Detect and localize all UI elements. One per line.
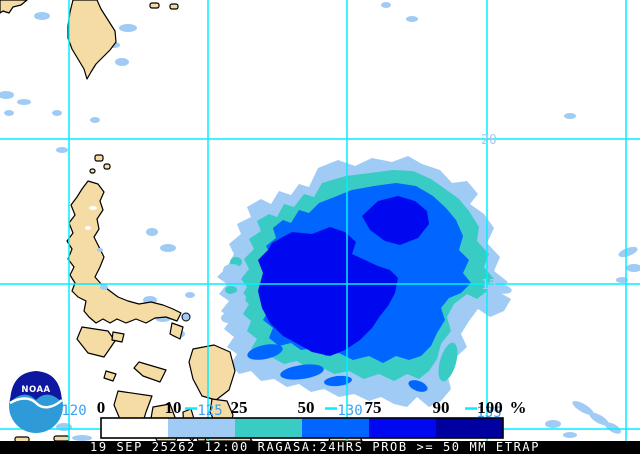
prob-streaks-teal xyxy=(225,257,458,382)
scale-label-25: 25 xyxy=(231,398,248,417)
noaa-logo-text: NOAA xyxy=(21,385,50,395)
lat-label-20: 20 xyxy=(481,133,497,148)
cloud-speck xyxy=(115,58,129,66)
land-islet xyxy=(169,3,179,10)
status-bar: 19 SEP 25262 12:00 RAGASA:24HRS PROB >= … xyxy=(0,441,640,454)
cloud-speck xyxy=(572,401,594,415)
cloud-speck xyxy=(618,246,638,258)
land-islet-babuyan xyxy=(103,163,111,170)
lat-label-15: 15 xyxy=(481,278,497,293)
inland-water xyxy=(85,206,191,322)
noaa-logo-sky xyxy=(10,371,62,402)
cloud-speck xyxy=(119,24,137,32)
scale-segment-75-90 xyxy=(369,418,436,438)
land-islet xyxy=(149,2,160,9)
cloud-speck xyxy=(0,91,14,99)
prob-core-main xyxy=(258,227,398,356)
cloud-speck xyxy=(563,432,577,438)
land-marinduque xyxy=(111,331,125,343)
prob-west-patches xyxy=(221,243,512,323)
scale-label-75: 75 xyxy=(365,398,382,417)
cloud-speck xyxy=(381,2,391,8)
land-romblon xyxy=(103,370,117,382)
cloud-speck xyxy=(34,12,50,20)
lon-label-135: 135 xyxy=(476,405,501,421)
land-masbate xyxy=(133,361,167,383)
map-canvas: 20 15 120 125 130 135 0 10 25 50 75 90 1… xyxy=(0,0,640,441)
noaa-logo: NOAA xyxy=(9,371,63,433)
land-catanduanes xyxy=(169,322,184,340)
cloud-speck xyxy=(616,277,628,283)
cloud-speck xyxy=(72,435,92,441)
cloud-speck xyxy=(589,412,609,426)
lon-label-125: 125 xyxy=(197,403,222,419)
scale-label-100: 100 xyxy=(477,398,503,417)
noaa-logo-gull-icon xyxy=(9,397,63,409)
scale-label-50: 50 xyxy=(298,398,315,417)
cloud-speck xyxy=(4,110,14,116)
lon-label-120: 120 xyxy=(61,403,86,419)
scale-label-90: 90 xyxy=(433,398,450,417)
luzon-clearing xyxy=(85,226,91,230)
cloud-speck xyxy=(90,117,100,123)
scale-labels: 0 10 25 50 75 90 100 % xyxy=(97,398,527,417)
cloud-speck xyxy=(160,244,176,252)
cloud-speck xyxy=(17,99,31,105)
prob-streaks-azure xyxy=(247,344,428,392)
land-islet-babuyan xyxy=(94,154,104,162)
lon-label-130: 130 xyxy=(337,403,362,419)
cloud-speck xyxy=(626,264,640,272)
land-islet-babuyan xyxy=(89,168,96,174)
graticule-labels: 20 15 120 125 130 135 xyxy=(61,133,501,421)
cloud-speck xyxy=(406,16,418,22)
scale-segment-0-10 xyxy=(101,418,168,438)
status-text: 19 SEP 25262 12:00 RAGASA:24HRS PROB >= … xyxy=(90,440,541,454)
luzon-clearing xyxy=(89,206,97,210)
cloud-speck xyxy=(604,422,622,434)
land-taiwan xyxy=(67,0,117,80)
cloud-speck xyxy=(143,296,157,304)
scale-border xyxy=(100,417,504,439)
color-scale: 0 10 25 50 75 90 100 % xyxy=(97,398,527,439)
land-samar xyxy=(188,344,236,401)
scale-segment-50-75 xyxy=(302,418,369,438)
lake-ring xyxy=(181,312,191,322)
scale-segment-10-25 xyxy=(168,418,235,438)
cloud-speck xyxy=(185,292,195,298)
scale-segment-25-50 xyxy=(235,418,302,438)
scale-segment-90-100 xyxy=(436,418,503,438)
scale-unit-percent: % xyxy=(510,398,527,417)
cloud-speck xyxy=(146,228,158,236)
cloud-speck xyxy=(564,113,576,119)
land-luzon xyxy=(66,180,182,324)
laguna-lake xyxy=(100,284,108,290)
land-china-coast xyxy=(0,0,28,14)
land-islet xyxy=(14,436,30,441)
cloud-speck xyxy=(56,147,68,153)
scale-label-0: 0 xyxy=(97,398,106,417)
cloud-speck xyxy=(545,420,561,428)
land-mindoro xyxy=(76,326,116,358)
luzon-lake xyxy=(97,248,103,252)
scale-label-10: 10 xyxy=(165,398,182,417)
probability-field xyxy=(217,156,512,407)
cloud-speck xyxy=(52,110,62,116)
prob-core-northeast xyxy=(362,196,429,245)
